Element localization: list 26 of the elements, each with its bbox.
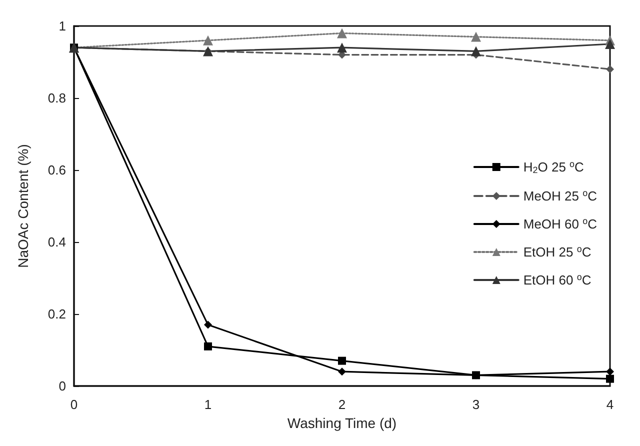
y-axis-title: NaOAc Content (%) <box>15 144 31 268</box>
y-tick-label: 0.4 <box>48 234 66 250</box>
point <box>606 65 614 74</box>
x-tick-label: 4 <box>606 397 614 412</box>
y-tick-label: 0.2 <box>48 306 66 322</box>
point <box>606 374 614 383</box>
point <box>337 42 347 53</box>
x-tick-label: 3 <box>472 397 480 412</box>
x-axis-title: Washing Time (d) <box>287 415 397 431</box>
point <box>338 368 346 376</box>
point <box>471 46 481 56</box>
y-tick-label: 1 <box>58 18 66 34</box>
point <box>337 28 347 38</box>
point <box>605 39 615 49</box>
y-tick-label: 0 <box>58 378 66 394</box>
point <box>204 320 212 329</box>
point <box>203 35 213 46</box>
point <box>204 342 212 350</box>
x-tick-label: 2 <box>338 397 346 412</box>
x-tick-label: 0 <box>70 397 78 412</box>
point <box>338 356 346 365</box>
y-tick-label: 0.8 <box>48 90 66 106</box>
y-tick-label: 0.6 <box>48 162 66 178</box>
point <box>606 368 614 376</box>
x-tick-label: 1 <box>204 397 212 412</box>
point <box>471 32 481 42</box>
